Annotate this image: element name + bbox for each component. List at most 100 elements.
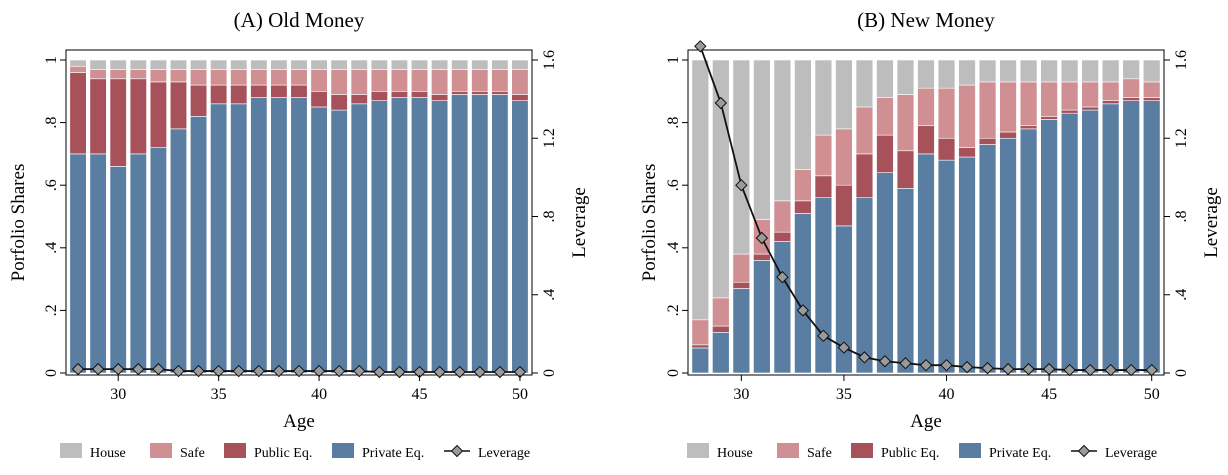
bar-public-eq-age-32 (773, 231, 792, 242)
legend-swatch-house (60, 443, 82, 458)
bar-private-eq-age-49 (1122, 100, 1140, 374)
legend-swatch-safe (150, 443, 172, 458)
x-tick-label: 40 (939, 386, 955, 403)
legend-marker-leverage (450, 444, 464, 458)
leverage-marker-age-44 (393, 365, 406, 379)
bar-public-eq-age-29 (712, 325, 730, 333)
leverage-marker-age-47 (453, 365, 466, 379)
bar-house-age-36 (230, 59, 248, 70)
y-tick-label: .8 (43, 117, 60, 129)
leverage-marker-age-31 (132, 362, 145, 376)
bar-safe-age-46 (431, 69, 449, 95)
y-tick-label: .6 (43, 179, 60, 191)
bar-safe-age-40 (310, 69, 328, 92)
bar-house-age-32 (149, 59, 167, 70)
bar-house-age-37 (876, 59, 894, 98)
bar-house-age-37 (250, 59, 268, 70)
bar-public-eq-age-36 (230, 84, 248, 105)
bar-house-age-40 (310, 59, 328, 70)
bar-house-age-36 (855, 59, 874, 108)
bar-private-eq-age-37 (250, 97, 268, 374)
bar-safe-age-38 (270, 69, 288, 86)
x-axis-title: Age (910, 411, 942, 432)
bar-safe-age-48 (1101, 81, 1120, 101)
bar-safe-age-39 (290, 69, 308, 86)
bar-house-age-29 (712, 59, 730, 299)
bar-public-eq-age-34 (190, 84, 208, 117)
chart-title: (A) Old Money (234, 8, 365, 32)
leverage-marker-age-30 (735, 178, 748, 192)
bar-public-eq-age-44 (390, 91, 408, 98)
legend-label-safe: Safe (807, 446, 832, 461)
bar-house-age-35 (210, 59, 228, 70)
bar-public-eq-age-30 (732, 281, 751, 289)
bar-house-age-30 (732, 59, 751, 255)
bar-public-eq-age-42 (350, 94, 368, 105)
y-tick-label: 0 (43, 369, 60, 377)
bar-private-eq-age-31 (129, 153, 147, 374)
bar-public-eq-age-46 (431, 94, 449, 101)
bar-safe-age-50 (511, 69, 529, 95)
bar-house-age-38 (896, 59, 915, 95)
bar-safe-age-39 (917, 87, 935, 127)
leverage-marker-age-42 (981, 361, 994, 375)
y-tick-label: .8 (665, 117, 682, 129)
bar-safe-age-43 (999, 81, 1017, 133)
bar-safe-age-29 (89, 69, 107, 80)
bar-private-eq-age-31 (753, 260, 771, 374)
y2-tick-label: 0 (1173, 369, 1190, 377)
y2-axis-title: Leverage (569, 187, 590, 258)
bar-safe-age-41 (958, 84, 976, 148)
leverage-marker-age-28 (71, 362, 85, 376)
bar-safe-age-47 (1081, 81, 1099, 108)
leverage-marker-age-48 (1104, 363, 1117, 377)
bar-private-eq-age-42 (350, 103, 368, 374)
bar-safe-age-28 (691, 319, 710, 346)
x-tick-label: 30 (733, 386, 749, 403)
legend-label-leverage: Leverage (478, 446, 530, 461)
y-axis-title: Porfolio Shares (639, 164, 660, 282)
bar-public-eq-age-46 (1060, 109, 1079, 114)
bar-house-age-44 (1019, 59, 1038, 83)
bar-private-eq-age-33 (794, 213, 812, 374)
y-tick-label: .6 (665, 179, 682, 191)
bar-house-age-33 (169, 59, 188, 70)
bar-public-eq-age-35 (835, 184, 853, 227)
leverage-marker-age-41 (332, 364, 346, 378)
leverage-marker-age-33 (172, 364, 185, 378)
bar-safe-age-34 (190, 69, 208, 86)
bar-public-eq-age-30 (109, 78, 127, 167)
bar-safe-age-45 (1040, 81, 1058, 117)
bar-public-eq-age-48 (1101, 100, 1120, 105)
y-axis-title: Porfolio Shares (8, 164, 29, 282)
legend-label-public: Public Eq. (881, 446, 939, 461)
bar-private-eq-age-30 (109, 166, 127, 374)
bar-house-age-45 (1040, 59, 1058, 83)
bar-safe-age-50 (1142, 81, 1161, 98)
bar-safe-age-47 (451, 69, 469, 92)
bar-private-eq-age-50 (1142, 100, 1161, 374)
bar-public-eq-age-49 (491, 91, 509, 95)
legend-swatch-house (687, 443, 709, 458)
bar-public-eq-age-29 (89, 78, 107, 155)
chart-title: (B) New Money (857, 8, 995, 32)
leverage-marker-age-32 (776, 270, 789, 284)
leverage-marker-age-44 (1022, 362, 1035, 376)
bar-house-age-41 (958, 59, 976, 86)
bar-house-age-41 (330, 59, 348, 70)
bar-safe-age-34 (814, 134, 833, 177)
bar-public-eq-age-36 (855, 153, 874, 199)
leverage-marker-age-32 (152, 362, 165, 376)
bar-house-age-31 (753, 59, 771, 220)
bar-public-eq-age-44 (1019, 125, 1038, 130)
bar-private-eq-age-43 (370, 100, 388, 374)
bar-safe-age-37 (250, 69, 268, 86)
bar-safe-age-35 (835, 128, 853, 186)
legend-marker-leverage (1077, 444, 1091, 458)
bar-house-age-50 (511, 59, 529, 70)
bar-public-eq-age-31 (129, 78, 147, 155)
leverage-marker-age-29 (91, 362, 105, 376)
x-axis-title: Age (283, 411, 315, 432)
